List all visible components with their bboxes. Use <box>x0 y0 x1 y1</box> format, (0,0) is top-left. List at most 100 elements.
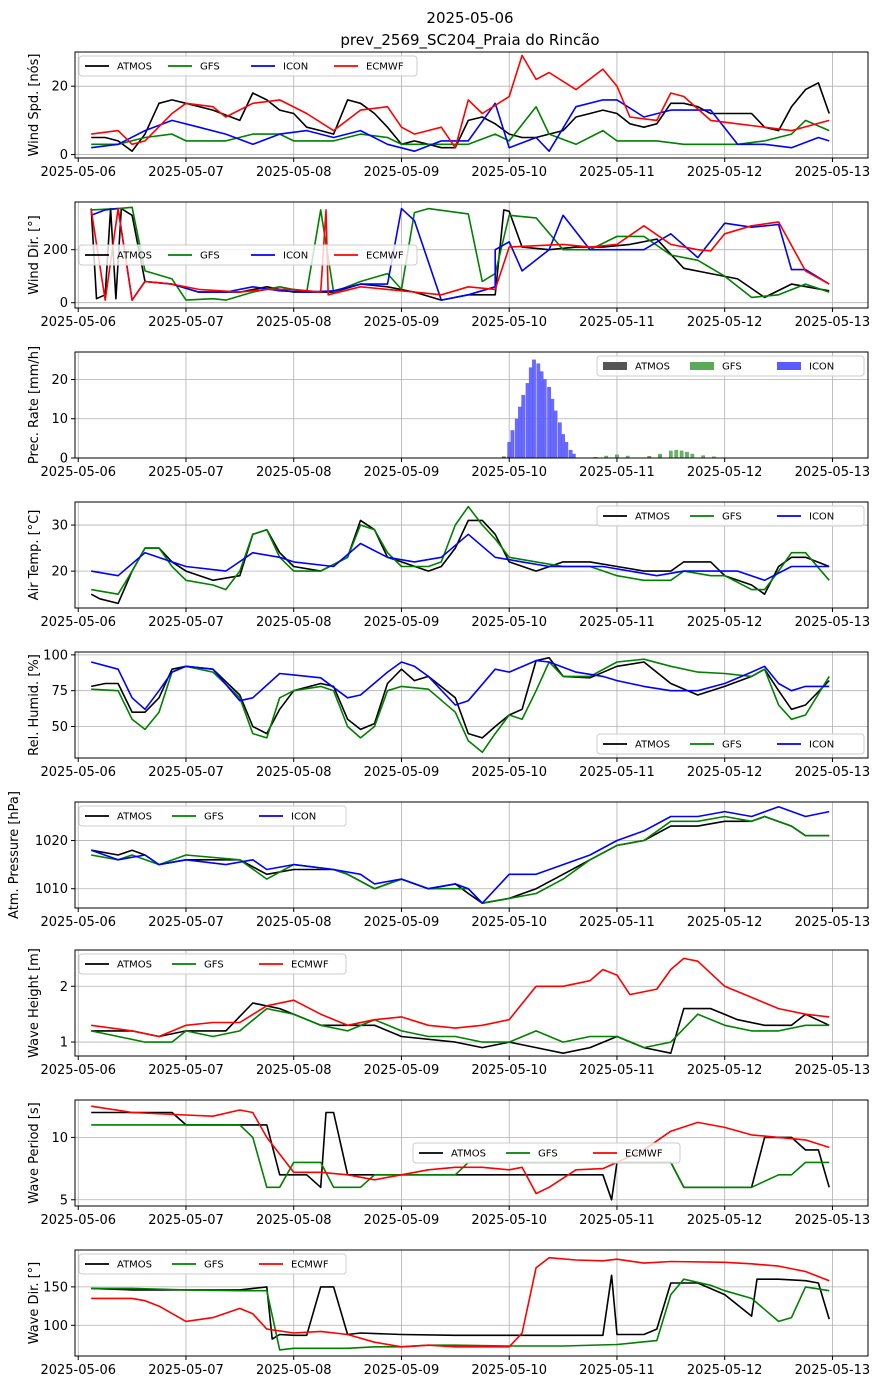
y-tick-label: 20 <box>51 565 68 580</box>
x-tick-label: 2025-05-13 <box>795 915 871 930</box>
x-tick-label: 2025-05-07 <box>148 615 224 630</box>
legend-frame <box>78 805 347 827</box>
axes-frame <box>74 801 869 909</box>
y-tick-label: 75 <box>51 684 68 699</box>
x-tick-label: 2025-05-10 <box>471 915 547 930</box>
x-tick-label: 2025-05-13 <box>795 315 871 330</box>
axes-frame <box>74 501 869 609</box>
bar-gfs <box>679 450 684 458</box>
y-tick-label: 10 <box>51 412 68 427</box>
y-axis-label: Wind Spd. [nós] <box>27 54 42 157</box>
bar-gfs <box>712 456 716 458</box>
x-tick-label: 2025-05-06 <box>40 1363 116 1378</box>
y-tick-label: 100 <box>43 648 68 663</box>
grid <box>75 950 868 1056</box>
x-tick-label: 2025-05-11 <box>579 1063 655 1078</box>
legend: ATMOS GFS ICON ECMWF <box>78 55 418 77</box>
axes-frame <box>74 201 869 309</box>
legend-label: ATMOS <box>117 62 152 73</box>
y-axis-label: Wave Dir. [°] <box>27 1262 42 1345</box>
bar-gfs <box>625 455 630 458</box>
series-line-icon <box>91 533 830 582</box>
legend-label: GFS <box>722 740 742 751</box>
legend-label: ICON <box>283 251 308 262</box>
x-tick-label: 2025-05-06 <box>40 1063 116 1078</box>
x-tick-label: 2025-05-13 <box>795 765 871 780</box>
series-line-gfs <box>91 1007 830 1049</box>
bar-icon <box>557 422 562 458</box>
panels-container: 2025-05-06 2025-05-07 2025-05-08 2025-05-09… <box>7 51 871 1378</box>
legend-label: ICON <box>809 512 834 523</box>
axes-frame <box>74 351 869 459</box>
x-tick-label: 2025-05-13 <box>795 165 871 180</box>
bar-gfs <box>674 449 679 458</box>
legend-label: ATMOS <box>117 1260 152 1271</box>
x-tick-label: 2025-05-09 <box>364 165 440 180</box>
legend: ATMOS GFS ECMWF <box>78 1253 347 1275</box>
figure-title-line1: 2025-05-06 <box>426 9 513 27</box>
series-line-gfs <box>91 1124 830 1189</box>
x-tick-label: 2025-05-11 <box>579 465 655 480</box>
x-tick-label: 2025-05-12 <box>687 1363 763 1378</box>
legend-label: ATMOS <box>635 362 670 373</box>
legend-label: ICON <box>809 740 834 751</box>
series-line-ecmwf <box>91 1256 830 1348</box>
x-tick-label: 2025-05-08 <box>256 1213 332 1228</box>
legend-label: ICON <box>291 812 316 823</box>
legend-label: GFS <box>200 62 220 73</box>
bar-icon <box>507 442 512 458</box>
y-tick-label: 20 <box>51 80 68 95</box>
legend-frame <box>596 733 865 755</box>
x-tick-label: 2025-05-09 <box>364 765 440 780</box>
bar-icon <box>547 387 551 458</box>
series-line-gfs <box>91 105 830 146</box>
x-tick-label: 2025-05-11 <box>579 765 655 780</box>
y-tick-label: 200 <box>43 243 68 258</box>
bar-icon <box>542 379 547 458</box>
x-tick-label: 2025-05-06 <box>40 915 116 930</box>
y-tick-label: 10 <box>51 1131 68 1146</box>
bar-icon <box>528 367 533 458</box>
x-tick-label: 2025-05-10 <box>471 615 547 630</box>
x-tick-label: 2025-05-07 <box>148 1363 224 1378</box>
bar-icon <box>553 410 558 458</box>
series-line-ecmwf <box>90 207 830 301</box>
plot-area <box>91 1256 830 1351</box>
chart-panel-7: 2025-05-06 2025-05-07 2025-05-08 2025-05-09… <box>27 1099 871 1228</box>
legend-label: ECMWF <box>291 960 329 971</box>
x-tick-label: 2025-05-08 <box>256 615 332 630</box>
series-line-icon <box>91 99 830 152</box>
x-tick-label: 2025-05-07 <box>148 1213 224 1228</box>
legend-label: GFS <box>204 960 224 971</box>
legend-label: ATMOS <box>451 1149 486 1160</box>
y-tick-label: 0 <box>60 296 68 311</box>
legend-frame <box>596 505 865 527</box>
axes-frame <box>74 1099 869 1207</box>
series-line-atmos <box>91 1274 830 1340</box>
bar-icon <box>550 398 555 458</box>
bar-gfs <box>685 451 689 458</box>
plot-area <box>91 54 830 152</box>
legend-swatch <box>603 362 627 370</box>
bar-icon <box>539 371 544 458</box>
x-tick-label: 2025-05-12 <box>687 915 763 930</box>
axes-frame <box>74 949 869 1057</box>
series-line-ecmwf <box>91 957 830 1038</box>
x-tick-label: 2025-05-12 <box>687 165 763 180</box>
x-tick-label: 2025-05-06 <box>40 165 116 180</box>
plot-area <box>91 957 830 1054</box>
x-tick-label: 2025-05-08 <box>256 465 332 480</box>
chart-panel-0: 2025-05-06 2025-05-07 2025-05-08 2025-05-09… <box>27 51 871 180</box>
x-tick-label: 2025-05-13 <box>795 1213 871 1228</box>
x-tick-label: 2025-05-12 <box>687 765 763 780</box>
x-tick-label: 2025-05-13 <box>795 1363 871 1378</box>
chart-panel-3: 2025-05-06 2025-05-07 2025-05-08 2025-05-09… <box>27 501 871 630</box>
x-tick-label: 2025-05-09 <box>364 1213 440 1228</box>
y-tick-label: 150 <box>43 1280 68 1295</box>
x-tick-label: 2025-05-10 <box>471 765 547 780</box>
plot-area <box>90 656 830 754</box>
x-tick-label: 2025-05-13 <box>795 615 871 630</box>
figure-title-line2: prev_2569_SC204_Praia do Rincão <box>340 31 599 50</box>
series-line-atmos <box>91 1111 830 1201</box>
y-tick-label: 1020 <box>35 834 68 849</box>
